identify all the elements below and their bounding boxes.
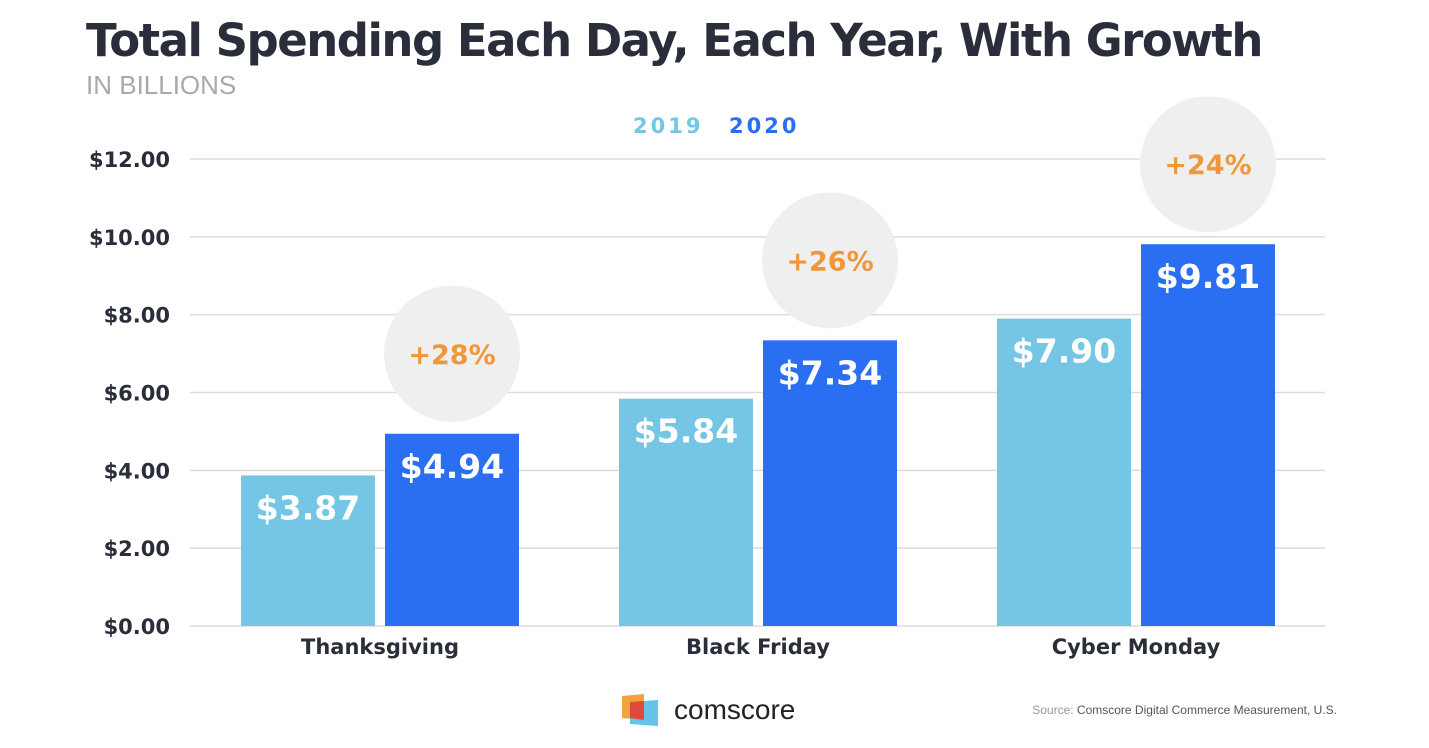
source-note: Source: Comscore Digital Commerce Measur… bbox=[1032, 703, 1337, 717]
bar-value-label: $9.81 bbox=[1156, 257, 1260, 296]
bar-2019-2 bbox=[997, 318, 1131, 626]
bar-2019-0 bbox=[241, 475, 375, 626]
growth-circle bbox=[384, 285, 520, 422]
bar-2020-0 bbox=[385, 433, 519, 626]
bar-2019-1 bbox=[619, 398, 753, 626]
chart-title: Total Spending Each Day, Each Year, With… bbox=[86, 14, 1263, 67]
y-tick-label: $4.00 bbox=[104, 459, 170, 483]
growth-circle bbox=[762, 192, 898, 329]
comscore-logo-icon bbox=[622, 694, 658, 726]
source-text: Comscore Digital Commerce Measurement, U… bbox=[1076, 703, 1337, 717]
x-category-label: Thanksgiving bbox=[301, 635, 459, 659]
bar-value-label: $7.90 bbox=[1012, 332, 1116, 371]
bar-2020-2 bbox=[1141, 244, 1275, 627]
y-tick-label: $6.00 bbox=[104, 382, 170, 406]
comscore-logo: comscore bbox=[622, 694, 795, 726]
x-category-label: Black Friday bbox=[686, 635, 830, 659]
bar-value-label: $7.34 bbox=[778, 353, 882, 392]
source-label: Source: bbox=[1032, 703, 1074, 717]
y-tick-label: $10.00 bbox=[89, 226, 170, 250]
bar-value-label: $5.84 bbox=[634, 412, 738, 451]
logo-text: comscore bbox=[674, 694, 796, 725]
legend-2019: 2019 bbox=[633, 114, 703, 138]
bar-2020-1 bbox=[763, 340, 897, 626]
y-tick-label: $8.00 bbox=[104, 304, 170, 328]
y-tick-label: $2.00 bbox=[104, 537, 170, 561]
x-category-label: Cyber Monday bbox=[1052, 635, 1221, 659]
y-tick-label: $0.00 bbox=[104, 615, 170, 639]
bar-value-label: $4.94 bbox=[400, 447, 504, 486]
growth-label: +26% bbox=[786, 246, 873, 277]
legend-2020: 2020 bbox=[729, 114, 799, 138]
y-tick-label: $12.00 bbox=[89, 148, 170, 172]
chart-subtitle: IN BILLIONS bbox=[86, 70, 237, 100]
growth-label: +28% bbox=[408, 340, 495, 371]
growth-circle bbox=[1140, 96, 1276, 233]
bar-value-label: $3.87 bbox=[256, 488, 360, 527]
growth-label: +24% bbox=[1164, 150, 1251, 181]
